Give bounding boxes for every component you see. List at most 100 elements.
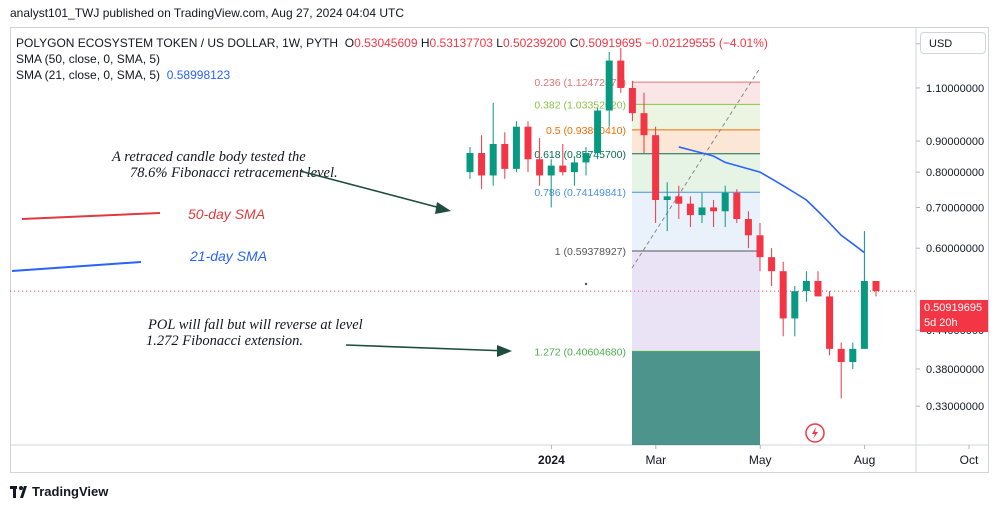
candle-body xyxy=(559,165,567,173)
legend-close: 0.50919695 xyxy=(578,36,642,50)
fib-band xyxy=(632,351,760,445)
candle-body xyxy=(582,153,590,163)
sma21-line xyxy=(678,146,865,254)
candle-body xyxy=(721,192,729,212)
y-tick-label: 0.80000000 xyxy=(926,167,984,179)
annotation-1-line-2: 78.6% Fibonacci retracement level. xyxy=(130,165,338,181)
candle-body xyxy=(768,257,776,272)
candle-body xyxy=(524,126,532,160)
x-tick-label: Oct xyxy=(960,453,979,467)
candle-body xyxy=(756,235,764,258)
candle-body xyxy=(640,113,648,136)
candle-body xyxy=(872,280,880,292)
candle-body xyxy=(826,296,834,349)
fib-band xyxy=(632,250,760,352)
legend-symbol-line: POLYGON ECOSYSTEM TOKEN / US DOLLAR, 1W,… xyxy=(16,35,768,51)
last-price-value: 0.50919695 xyxy=(924,302,983,314)
fib-level-label: 0.5 (0.93890410) xyxy=(546,125,626,137)
candle-body xyxy=(501,143,509,169)
annotation-2-line-1: POL will fall but will reverse at level xyxy=(147,317,363,333)
y-tick-label: 1.10000000 xyxy=(926,83,984,95)
annotation-2-arrowhead xyxy=(497,345,512,357)
legend-high: 0.53137703 xyxy=(429,36,493,50)
candle-body xyxy=(594,110,602,154)
legend-open: 0.53045609 xyxy=(354,36,418,50)
candle-body xyxy=(489,143,497,176)
annotation-2-line-2: 1.272 Fibonacci extension. xyxy=(146,333,303,349)
candle-body xyxy=(663,196,671,200)
fib-band xyxy=(632,129,760,154)
sma21-label: 21-day SMA xyxy=(189,248,267,264)
x-tick-label: May xyxy=(749,453,772,467)
candle-body xyxy=(478,153,486,176)
candle-body xyxy=(675,196,683,204)
x-tick-label: Aug xyxy=(854,453,875,467)
candle-body xyxy=(547,165,555,176)
currency-selector[interactable]: USD xyxy=(920,32,986,54)
sma50-label: 50-day SMA xyxy=(188,206,265,222)
fib-band xyxy=(632,153,760,193)
candle-body xyxy=(686,203,694,216)
tradingview-logo[interactable]: TradingView xyxy=(10,484,108,499)
legend-sma50-line[interactable]: SMA (50, close, 0, SMA, 5) xyxy=(16,51,768,67)
chart-frame xyxy=(10,27,989,473)
candle-body xyxy=(652,135,660,200)
candle-body xyxy=(605,60,613,111)
x-tick-label: 2024 xyxy=(538,453,565,467)
fib-band-extension xyxy=(632,351,760,445)
fib-band xyxy=(632,82,760,105)
fib-band xyxy=(632,104,760,130)
candle-body xyxy=(698,207,706,216)
fib-level-label: 0.618 (0.85745700) xyxy=(534,149,626,161)
fib-level-label: 0.786 (0.74149841) xyxy=(534,187,626,199)
annotation-1-arrowhead xyxy=(435,202,451,214)
marker-dot xyxy=(584,282,588,286)
legend-change: −0.02129555 (−4.01%) xyxy=(645,36,768,50)
x-tick-label: Mar xyxy=(645,453,666,467)
y-tick-label: 0.33000000 xyxy=(926,401,984,413)
candle-body xyxy=(837,348,845,363)
fib-level-label: 1.272 (0.40604680) xyxy=(534,346,626,358)
annotation-2-arrow xyxy=(345,344,509,352)
candle-body xyxy=(536,159,544,176)
legend-low-label: L xyxy=(496,36,503,50)
last-price-countdown: 5d 20h xyxy=(924,317,958,329)
candle-body xyxy=(512,126,520,169)
candle-body xyxy=(814,280,822,297)
candle-body xyxy=(710,207,718,212)
y-tick-label: 0.90000000 xyxy=(926,136,984,148)
legend-sma50-label: SMA (50, close, 0, SMA, 5) xyxy=(16,52,161,66)
chart-legend: POLYGON ECOSYSTEM TOKEN / US DOLLAR, 1W,… xyxy=(16,35,768,83)
sma21-label-line xyxy=(11,261,142,272)
legend-close-label: C xyxy=(569,36,579,50)
legend-sma21-label: SMA (21, close, 0, SMA, 5) xyxy=(16,68,161,82)
lightning-icon xyxy=(812,427,818,439)
legend-sma21-value: 0.58998123 xyxy=(166,68,231,82)
candle-body xyxy=(802,280,810,292)
candle-body xyxy=(860,280,868,349)
last-price-tag: 0.50919695 5d 20h xyxy=(920,300,988,332)
tradingview-brand: TradingView xyxy=(32,484,109,499)
candle-body xyxy=(791,291,799,319)
flash-icon[interactable] xyxy=(805,423,825,443)
candle-body xyxy=(733,192,741,220)
y-tick-label: 0.70000000 xyxy=(926,202,984,214)
y-tick-label: 0.38000000 xyxy=(926,364,984,376)
annotation-1-line-1: A retraced candle body tested the xyxy=(111,149,306,165)
fib-band xyxy=(632,192,760,251)
legend-sma21-line[interactable]: SMA (21, close, 0, SMA, 5) 0.58998123 xyxy=(16,67,768,83)
legend-symbol: POLYGON ECOSYSTEM TOKEN / US DOLLAR, 1W,… xyxy=(16,36,339,50)
candle-body xyxy=(617,60,625,88)
sma50-label-line xyxy=(21,212,161,220)
fib-trend-line xyxy=(631,67,761,269)
legend-low: 0.50239200 xyxy=(502,36,567,50)
candle-body xyxy=(570,162,578,173)
annotation-1-arrow xyxy=(299,170,449,211)
fib-level-label: 0.382 (1.03352020) xyxy=(534,99,626,111)
candle-body xyxy=(779,271,787,319)
candle-body xyxy=(628,87,636,114)
legend-high-label: H xyxy=(420,36,430,50)
fib-level-label: 1 (0.59378927) xyxy=(555,246,626,258)
candle-body xyxy=(849,348,857,363)
y-tick-label: 0.60000000 xyxy=(926,243,984,255)
